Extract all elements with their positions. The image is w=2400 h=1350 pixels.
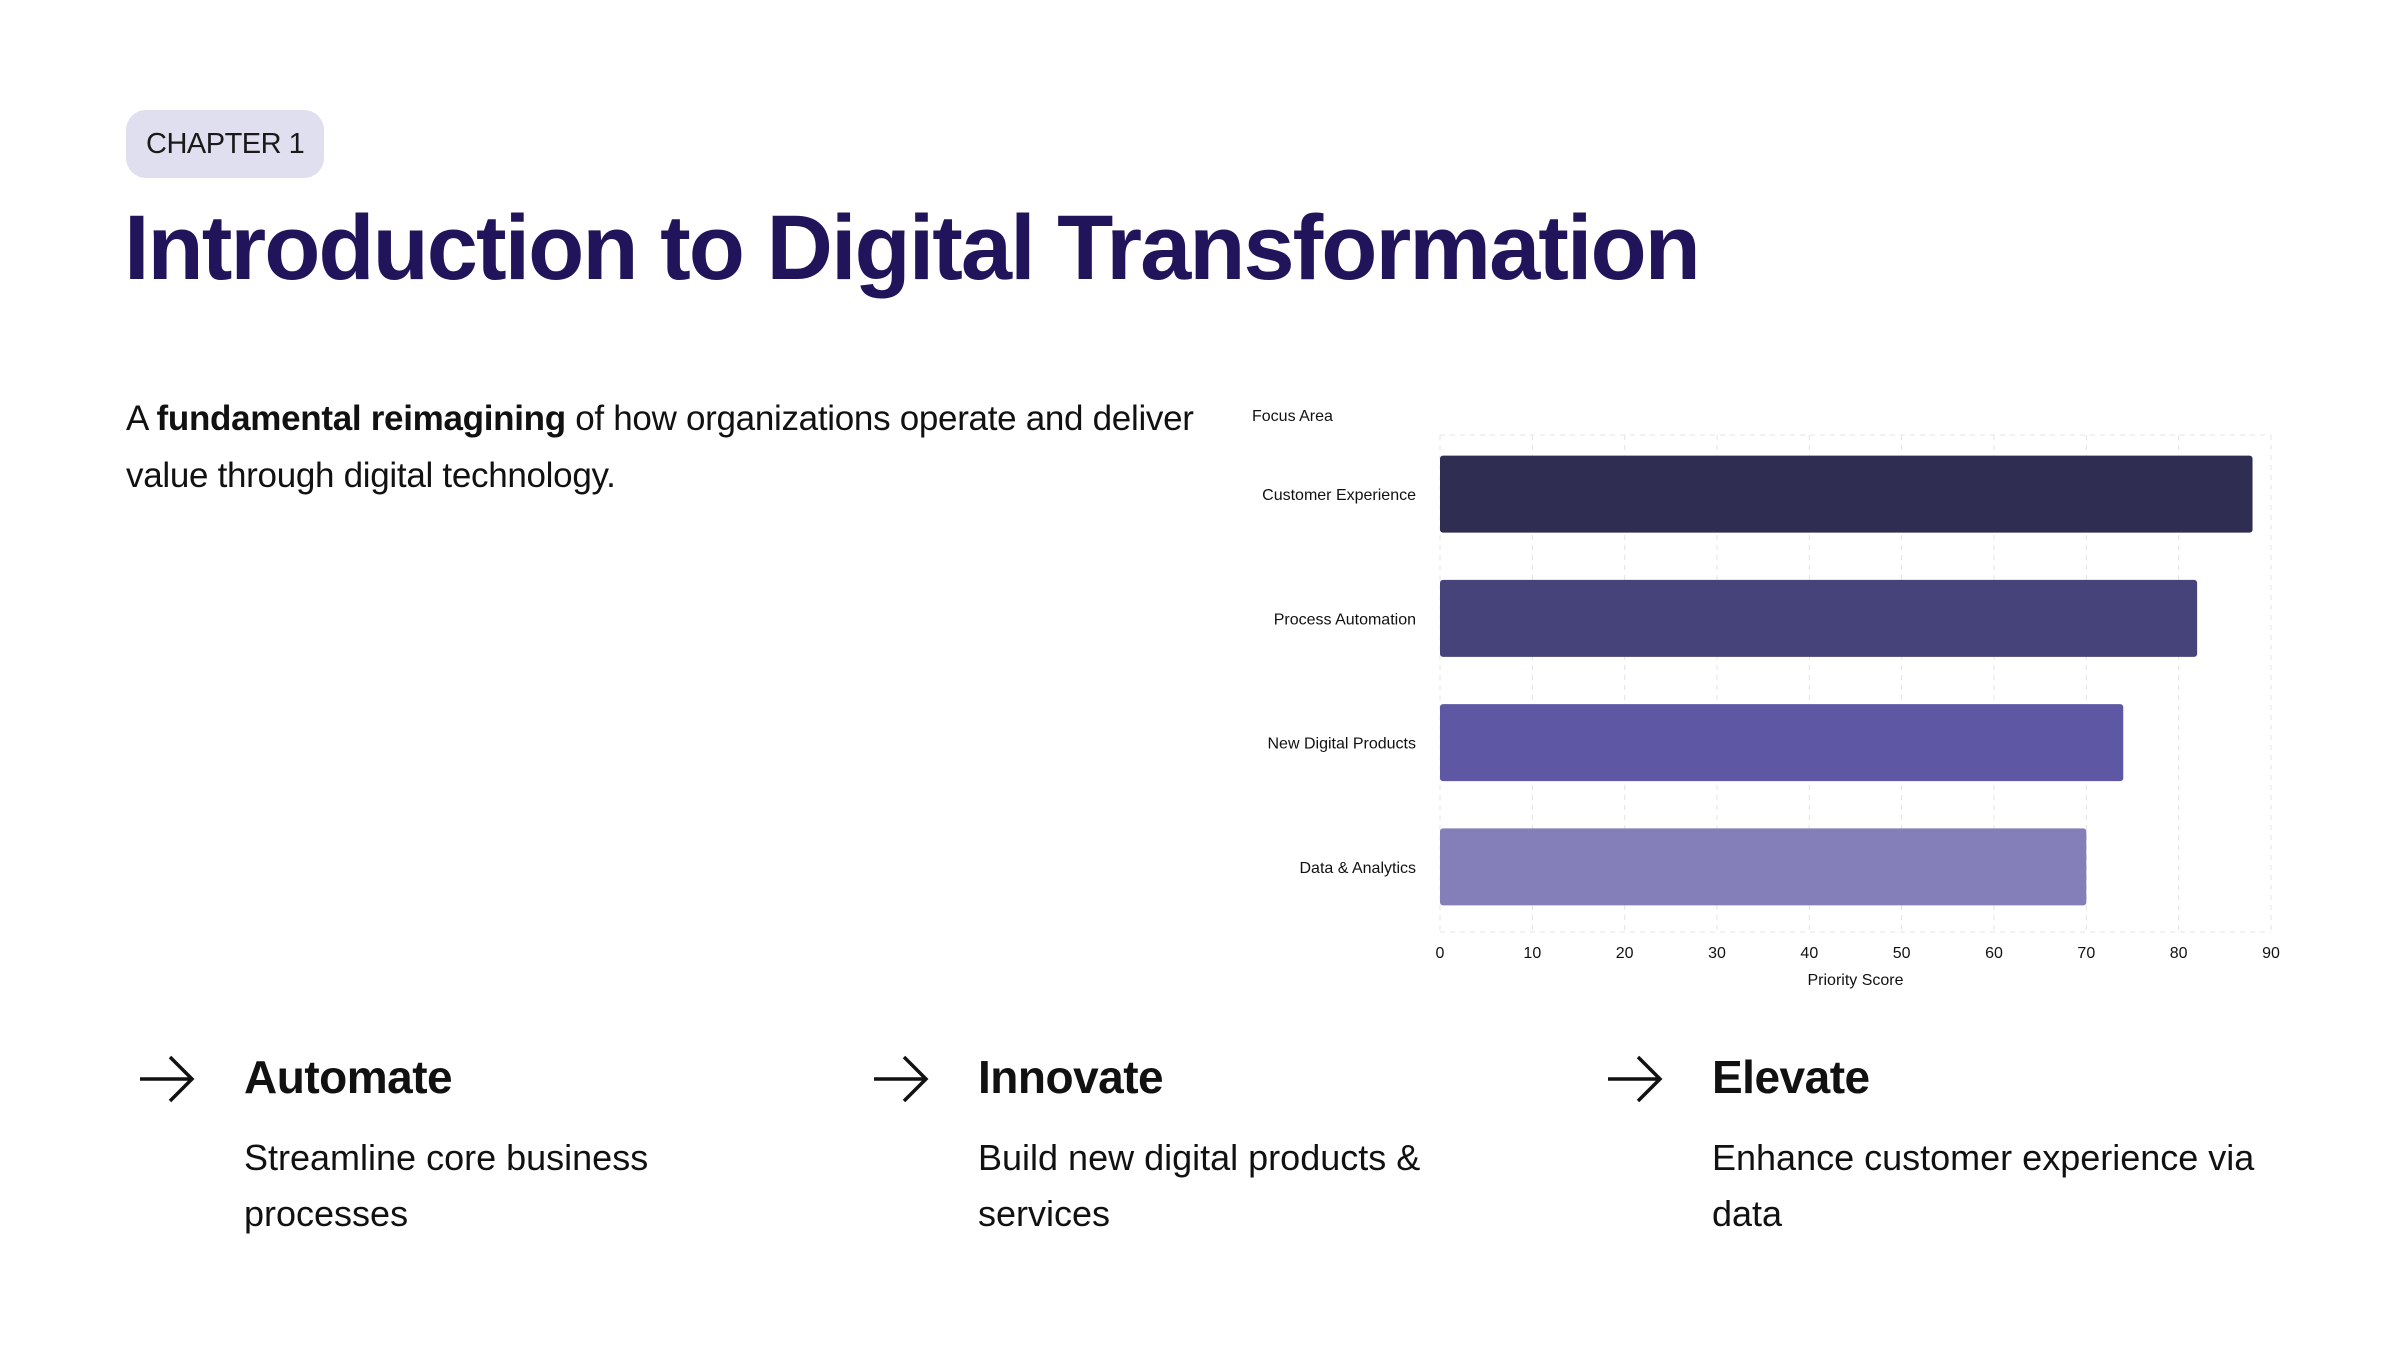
x-tick-label: 70 [2077,945,2095,962]
pillar-title: Automate [244,1051,453,1103]
pillar-description: Streamline core business processes [244,1137,649,1234]
lead-emphasis: fundamental reimagining [156,399,567,438]
arrow-right-icon [140,1055,195,1103]
x-tick-label: 30 [1708,945,1726,962]
x-tick-label: 10 [1523,945,1541,962]
lead-prefix: A [126,399,157,438]
y-category-label: Customer Experience [1262,487,1416,504]
pillar-description: Enhance customer experience via data [1712,1137,2255,1234]
page-title: Introduction to Digital Transformation [124,197,1701,299]
x-tick-label: 80 [2170,945,2188,962]
y-category-label: New Digital Products [1268,736,1417,753]
x-tick-label: 0 [1436,945,1445,962]
y-category-label: Data & Analytics [1300,860,1417,877]
x-tick-label: 20 [1616,945,1634,962]
x-tick-label: 50 [1893,945,1911,962]
bar-new-digital-products [1440,704,2124,782]
lead-paragraph: A fundamental reimagining of how organiz… [126,390,1226,504]
arrow-right-icon [1608,1055,1663,1103]
arrow-right-icon [874,1055,929,1103]
y-category-label: Process Automation [1274,611,1416,628]
x-tick-label: 60 [1985,945,2003,962]
x-tick-label: 90 [2262,945,2280,962]
pillar-description: Build new digital products & services [978,1137,1421,1234]
y-axis-title: Focus Area [1252,408,1333,425]
priority-bar-chart: 0 10 20 30 40 50 60 70 80 90 Customer Experience Pr… [1252,408,2280,989]
bar-customer-experience [1440,455,2253,533]
bar-data-analytics [1440,828,2087,906]
pillar-title: Innovate [978,1051,1164,1103]
lead-suffix: of how organizations operate and deliver… [126,399,1194,495]
pillar-title: Elevate [1712,1051,1870,1103]
x-tick-label: 40 [1800,945,1818,962]
bar-process-automation [1440,579,2198,657]
chapter-label: CHAPTER 1 [146,127,305,160]
x-axis-title: Priority Score [1807,972,1903,989]
chapter-badge: CHAPTER 1 [126,110,325,178]
